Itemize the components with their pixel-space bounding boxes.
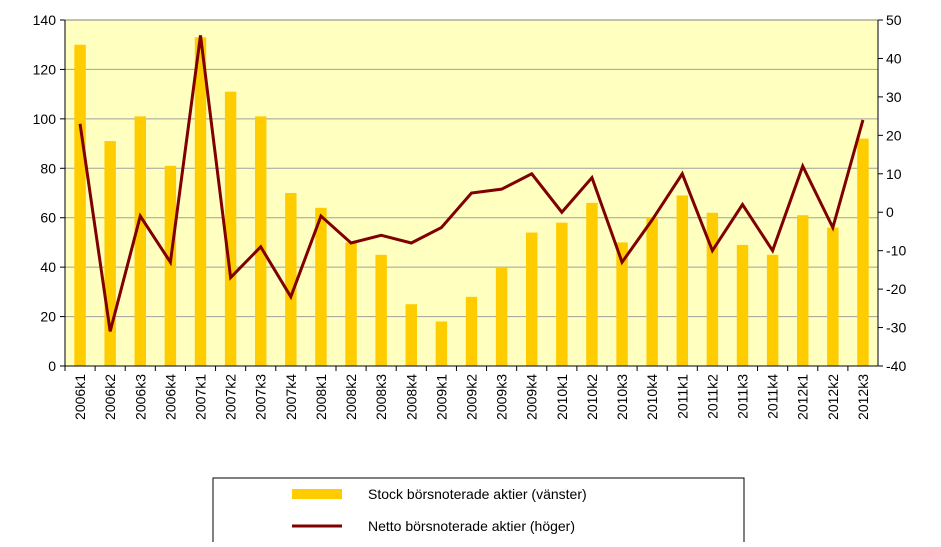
y-tick-label: 80 — [40, 160, 56, 176]
bar — [375, 254, 387, 366]
legend-label: Netto börsnoterade aktier (höger) — [368, 518, 575, 534]
bar — [164, 165, 177, 366]
bar — [345, 242, 357, 366]
x-tick-label: 2006k1 — [72, 374, 88, 420]
y2-tick-label: -40 — [886, 358, 906, 374]
bar — [797, 215, 809, 366]
bar — [706, 212, 719, 366]
x-tick-label: 2006k2 — [102, 374, 118, 420]
bar — [556, 222, 568, 366]
y-tick-label: 100 — [33, 111, 57, 127]
x-tick-label: 2007k4 — [283, 374, 299, 420]
bar — [255, 116, 267, 366]
x-tick-label: 2006k4 — [162, 374, 178, 420]
x-tick-label: 2010k2 — [584, 374, 600, 420]
y-tick-label: 40 — [40, 259, 56, 275]
y2-tick-label: 10 — [886, 166, 902, 182]
bar — [646, 217, 658, 366]
bar — [285, 193, 297, 366]
bar — [315, 207, 327, 366]
x-tick-label: 2011k2 — [704, 374, 720, 419]
y2-tick-label: -30 — [886, 320, 906, 336]
y-tick-label: 20 — [40, 309, 56, 325]
x-tick-label: 2008k1 — [313, 374, 329, 420]
x-tick-label: 2007k2 — [223, 374, 239, 420]
y2-tick-label: -20 — [886, 281, 906, 297]
y2-tick-label: 0 — [886, 204, 894, 220]
bar — [766, 254, 779, 366]
bar — [405, 304, 417, 366]
bar — [435, 321, 448, 366]
bar — [857, 138, 869, 366]
x-tick-label: 2012k2 — [825, 374, 841, 420]
x-tick-label: 2011k1 — [674, 374, 690, 419]
bar — [495, 267, 508, 366]
x-tick-label: 2008k4 — [403, 374, 419, 420]
bar — [736, 244, 749, 366]
y2-tick-label: 30 — [886, 89, 902, 105]
x-tick-label: 2006k3 — [132, 374, 148, 420]
x-tick-label: 2007k1 — [193, 374, 209, 420]
bar — [616, 242, 628, 366]
x-tick-label: 2011k3 — [735, 374, 751, 419]
x-tick-label: 2009k4 — [524, 374, 540, 420]
x-tick-label: 2011k4 — [765, 374, 781, 419]
bar — [586, 202, 598, 366]
line — [78, 35, 865, 332]
bar — [224, 91, 237, 367]
y-tick-label: 60 — [40, 210, 56, 226]
bar — [465, 296, 478, 366]
bar — [827, 227, 839, 366]
bar — [194, 37, 207, 367]
x-tick-label: 2009k3 — [494, 374, 510, 420]
y-tick-label: 0 — [48, 358, 56, 374]
y2-tick-label: -10 — [886, 243, 906, 259]
y2-tick-label: 50 — [886, 12, 902, 28]
y2-tick-label: 20 — [886, 127, 902, 143]
x-tick-label: 2012k3 — [855, 374, 871, 420]
legend-label: Stock börsnoterade aktier (vänster) — [368, 486, 587, 502]
y-tick-label: 140 — [33, 12, 57, 28]
x-tick-label: 2012k1 — [795, 374, 811, 420]
x-tick-label: 2008k2 — [343, 374, 359, 420]
x-tick-label: 2010k1 — [554, 374, 570, 420]
bar — [134, 116, 146, 366]
x-tick-label: 2010k3 — [614, 374, 630, 420]
x-tick-label: 2007k3 — [253, 374, 269, 420]
x-tick-label: 2010k4 — [644, 374, 660, 420]
y-tick-label: 120 — [33, 61, 57, 77]
legend-swatch — [292, 489, 342, 499]
bar — [74, 44, 86, 366]
y2-tick-label: 40 — [886, 50, 902, 66]
bar — [104, 141, 116, 366]
bar — [676, 195, 688, 366]
x-tick-label: 2009k2 — [464, 374, 480, 420]
bar — [526, 232, 538, 366]
x-tick-label: 2009k1 — [433, 374, 449, 420]
x-tick-label: 2008k3 — [373, 374, 389, 420]
